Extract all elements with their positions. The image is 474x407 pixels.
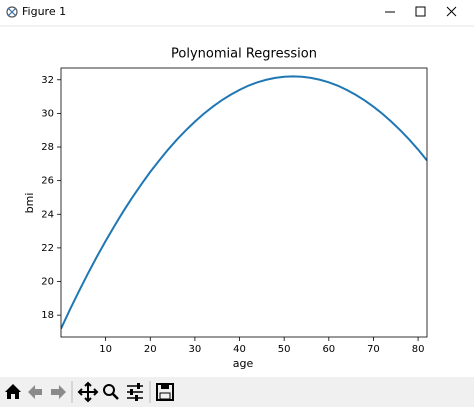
y-tick-label: 30 [41,108,54,119]
x-tick-label: 20 [144,344,157,355]
home-button[interactable] [5,384,21,399]
x-tick-label: 30 [189,344,202,355]
axes-frame [60,67,428,338]
back-button[interactable] [28,385,42,399]
y-tick-label: 20 [41,277,54,288]
close-button[interactable] [446,6,457,17]
y-tick-label: 26 [41,176,54,187]
y-tick-label: 22 [41,243,54,254]
x-tick-label: 80 [412,344,425,355]
x-tick-label: 60 [322,344,335,355]
title-bar [0,0,474,26]
configure-button[interactable] [127,383,143,401]
toolbar [0,377,474,407]
y-tick-label: 24 [41,209,54,220]
x-tick-label: 50 [278,344,291,355]
line [61,75,427,330]
x-tick-label: 40 [233,344,246,355]
forward-button[interactable] [51,385,66,399]
chart-title: Polynomial Regression [171,47,317,62]
zoom-button[interactable] [103,384,119,400]
x-tick-label: 70 [367,344,380,355]
y-tick-label: 18 [41,310,54,321]
y-axis-label: bmi [23,193,36,214]
app-icon [6,6,18,18]
save-button[interactable] [156,383,174,401]
window-title: Figure 1 [22,5,66,18]
plot-area: 18 20 22 24 26 28 30 32 10 20 30 40 50 60 70 80 [41,67,428,355]
y-tick-label: 28 [41,142,54,153]
pan-button[interactable] [77,381,99,403]
maximize-button[interactable] [415,6,426,17]
y-tick-label: 32 [41,75,54,86]
x-axis-label: age [233,357,254,370]
x-tick-label: 10 [99,344,112,355]
